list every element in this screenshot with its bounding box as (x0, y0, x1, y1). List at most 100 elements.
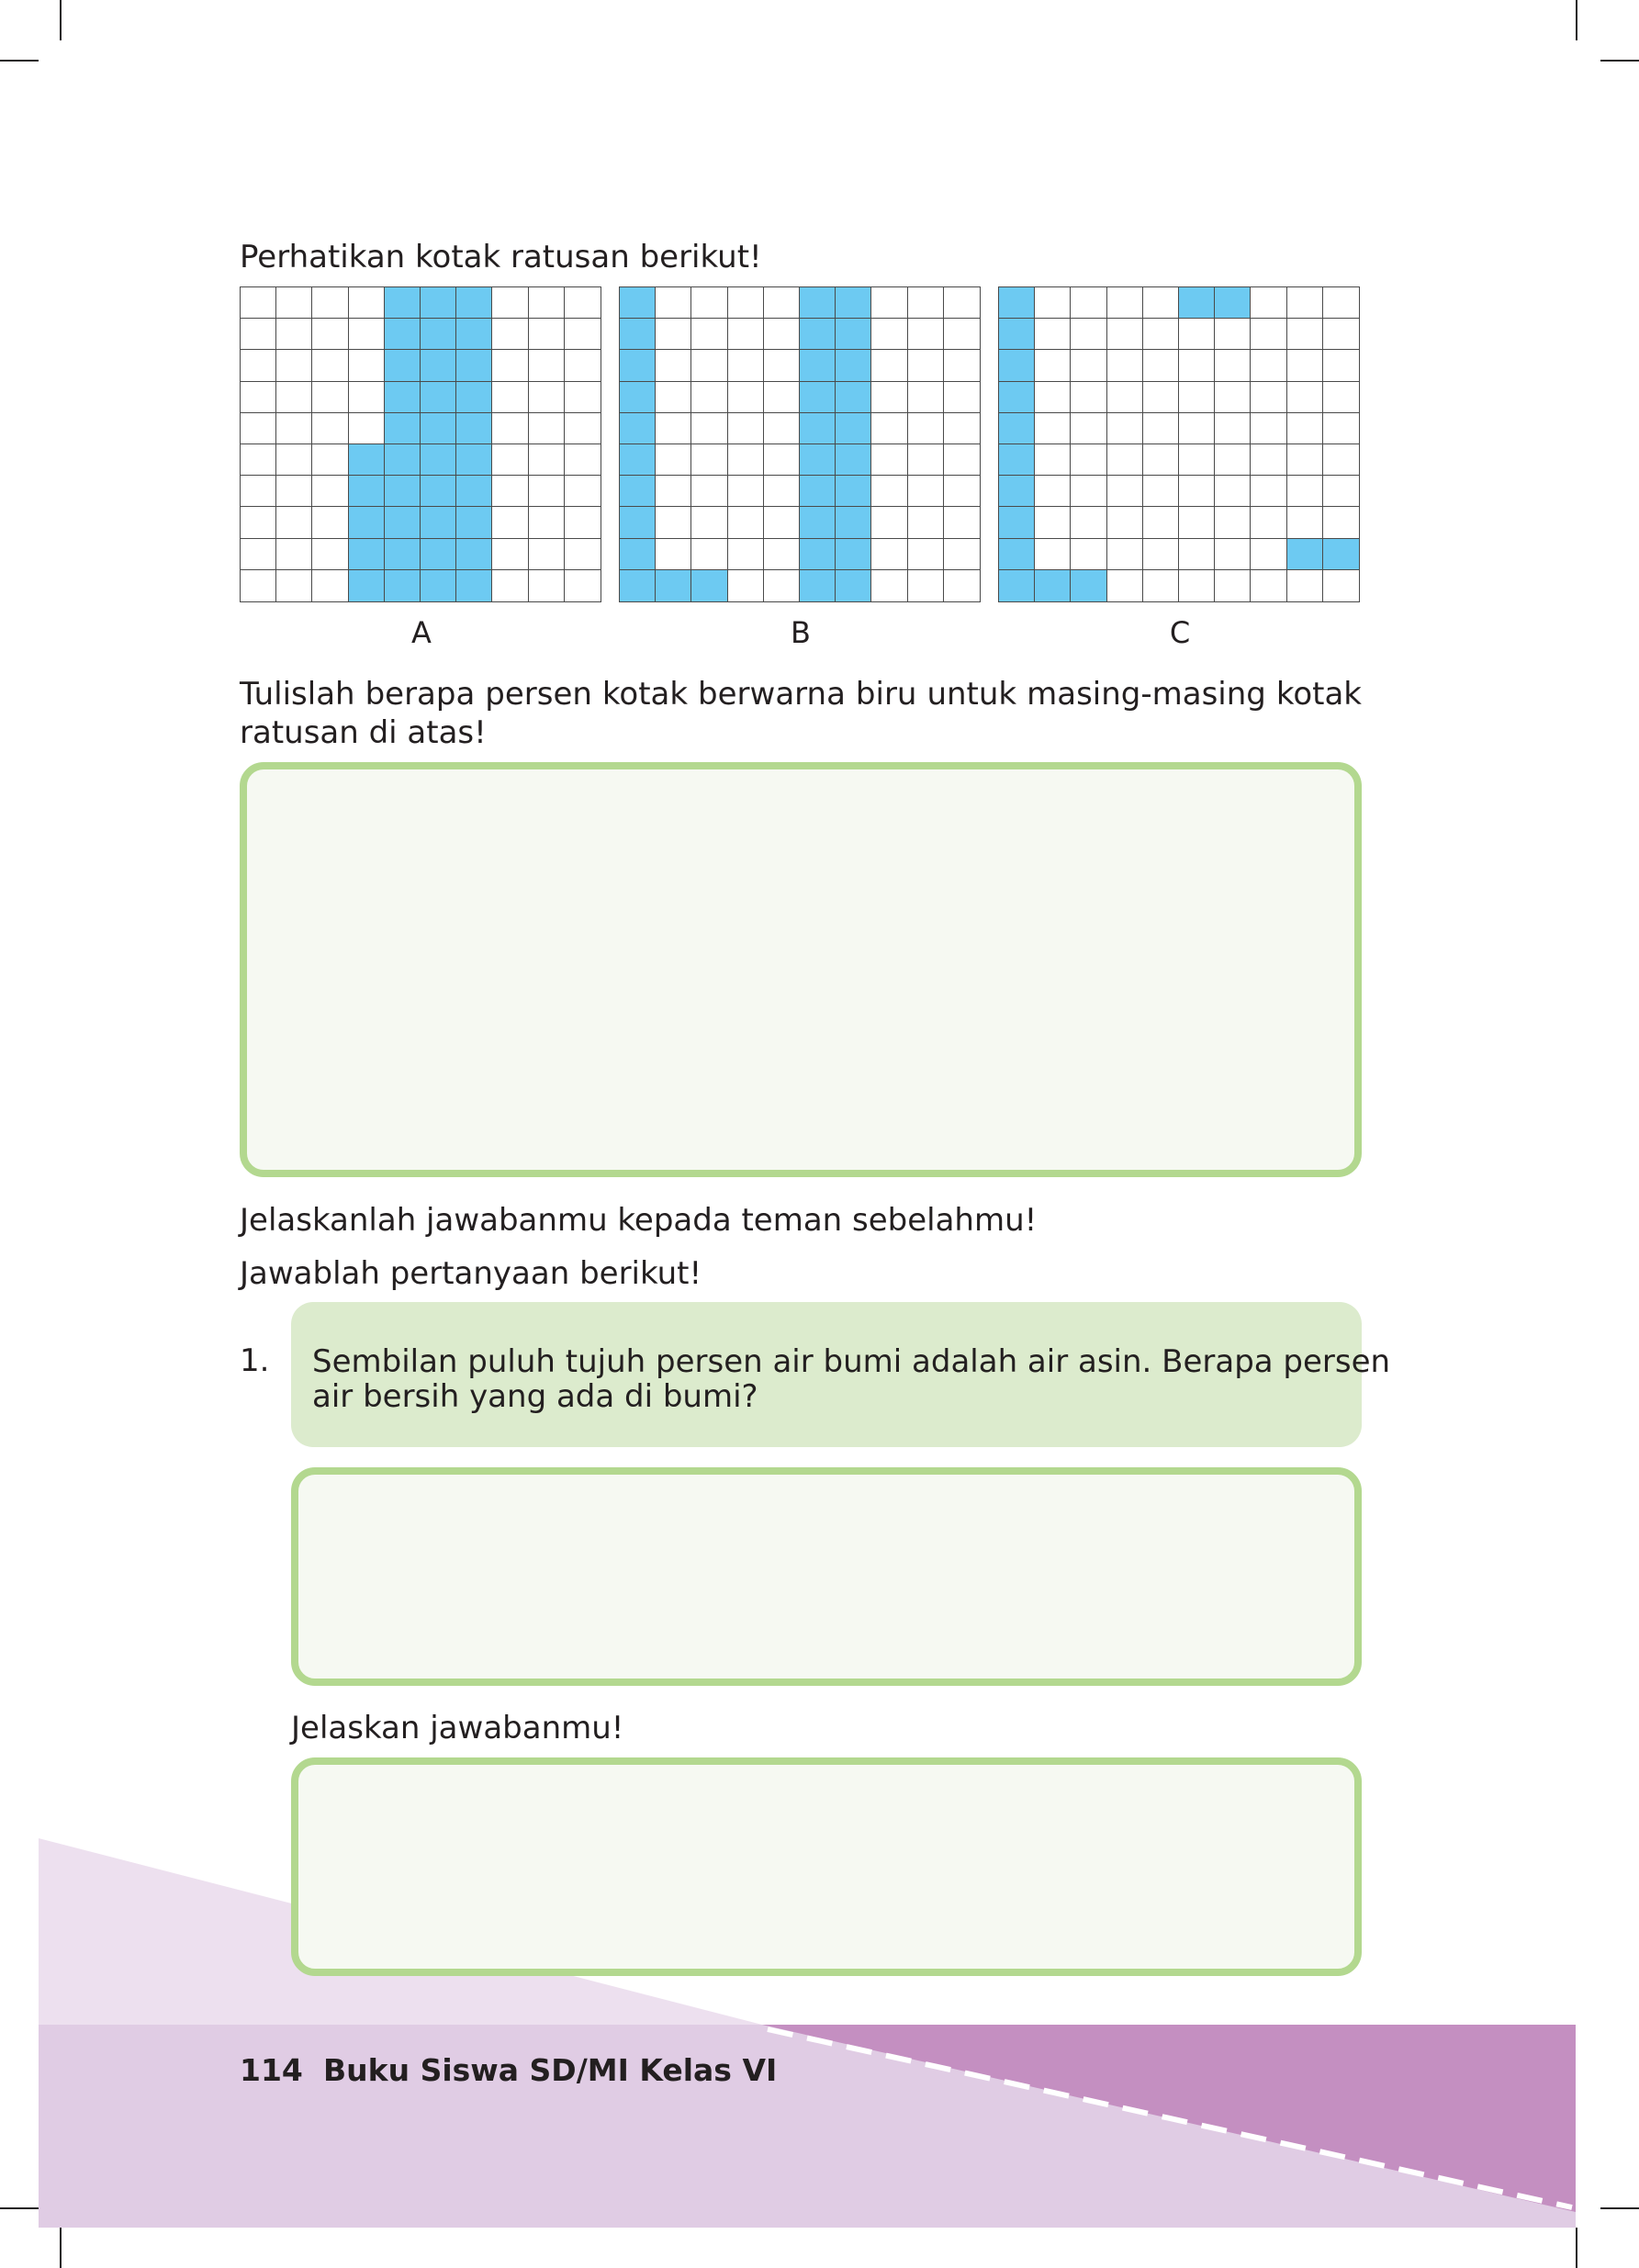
grid-cell-filled (348, 476, 385, 508)
grid-cell (691, 444, 728, 477)
grid-cell (656, 412, 692, 444)
grid-cell (907, 412, 944, 444)
grid-cell (492, 319, 529, 351)
grid-cell (241, 569, 277, 601)
grid-cell (528, 569, 565, 601)
grid-cell (241, 476, 277, 508)
grid-cell (1251, 287, 1287, 320)
grid-cell (943, 538, 980, 570)
grid-cell (871, 476, 908, 508)
grid-cell-filled (691, 569, 728, 601)
grid-cell-filled (384, 287, 421, 320)
grid-cell (564, 287, 601, 320)
question-line-2: air bersih yang ada di bumi? (312, 1378, 758, 1415)
grid-cell (241, 412, 277, 444)
grid-cell-filled (384, 507, 421, 539)
grid-cell (907, 444, 944, 477)
grid-cell (1106, 569, 1143, 601)
grid-cell (1286, 412, 1323, 444)
grid-cell (528, 507, 565, 539)
grid-cell (276, 569, 313, 601)
grid-cell (763, 350, 800, 382)
grid-cell (241, 444, 277, 477)
grid-cell-filled (999, 319, 1036, 351)
grid-cell (1251, 444, 1287, 477)
grid-cell (1035, 507, 1072, 539)
grid-cell (871, 507, 908, 539)
grid-cell (564, 381, 601, 413)
grid-cell-filled (456, 350, 493, 382)
grid-cell (727, 381, 764, 413)
grid-cell (1106, 412, 1143, 444)
grid-cell (1215, 476, 1252, 508)
grid-cell-filled (421, 350, 457, 382)
grid-cell (1142, 319, 1179, 351)
grid-cell-filled (620, 381, 657, 413)
grid-cell-filled (456, 412, 493, 444)
crop-mark (1600, 2207, 1639, 2209)
grid-cell-filled (1035, 569, 1072, 601)
answer-box-explain[interactable] (291, 1757, 1362, 1976)
answer-box-question-1[interactable] (291, 1467, 1362, 1686)
grid-cell (763, 476, 800, 508)
grid-cell (1322, 319, 1359, 351)
grid-cell (763, 507, 800, 539)
grid-cell (564, 538, 601, 570)
answer-box-grid[interactable] (240, 762, 1362, 1177)
grid-cell (1215, 569, 1252, 601)
grid-cell (1179, 476, 1216, 508)
grid-cell (241, 319, 277, 351)
grid-cell (871, 319, 908, 351)
grid-cell (276, 476, 313, 508)
question-box (291, 1302, 1362, 1447)
grid-cell (1035, 444, 1072, 477)
grid-cell (691, 412, 728, 444)
grid-cell (276, 412, 313, 444)
grid-cell (1286, 287, 1323, 320)
grid-cell (1071, 476, 1107, 508)
grid-cell (1106, 444, 1143, 477)
grid-cell (1251, 381, 1287, 413)
grid-cell-filled (999, 538, 1036, 570)
grid-cell-filled (421, 412, 457, 444)
grid-cell (1142, 538, 1179, 570)
grid-cell-filled (1286, 538, 1323, 570)
grid-label-a: A (411, 615, 432, 650)
grid-cell (348, 350, 385, 382)
grid-cell (656, 444, 692, 477)
grid-cell-filled (620, 287, 657, 320)
grid-cell-filled (800, 412, 836, 444)
grid-cell (241, 538, 277, 570)
grid-cell-filled (384, 381, 421, 413)
grid-cell (241, 287, 277, 320)
grid-cell (1215, 319, 1252, 351)
grid-cell (1035, 287, 1072, 320)
grid-cell-filled (620, 350, 657, 382)
grid-cell (1322, 350, 1359, 382)
grid-cell-filled (384, 538, 421, 570)
grid-cell (1071, 538, 1107, 570)
grid-cell (1106, 287, 1143, 320)
grid-cell (312, 444, 349, 477)
grid-cell (1322, 569, 1359, 601)
grid-cell (907, 319, 944, 351)
grid-cell (492, 287, 529, 320)
grid-cell (691, 538, 728, 570)
grid-cell (1071, 350, 1107, 382)
grid-cell (871, 287, 908, 320)
grid-cell (1251, 507, 1287, 539)
grid-cell (1179, 319, 1216, 351)
grid-cell (871, 412, 908, 444)
grid-cell-filled (620, 538, 657, 570)
crop-mark (1600, 60, 1639, 62)
grid-cell (1179, 381, 1216, 413)
grid-cell (1106, 319, 1143, 351)
grid-cell (1322, 412, 1359, 444)
grid-cell (1322, 507, 1359, 539)
grid-cell (907, 287, 944, 320)
grid-cell (871, 538, 908, 570)
grid-cell (727, 507, 764, 539)
grid-cell (656, 507, 692, 539)
grid-cell-filled (800, 507, 836, 539)
explain-label: Jelaskan jawabanmu! (291, 1710, 624, 1746)
